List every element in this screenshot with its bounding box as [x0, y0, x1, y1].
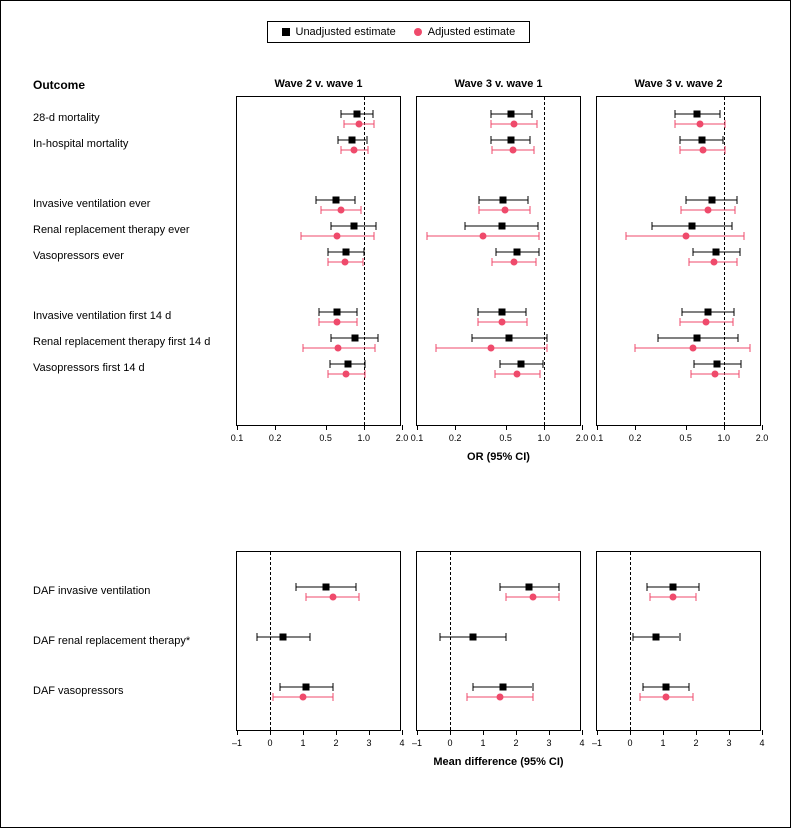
tick-label: 0.2	[269, 433, 282, 443]
row-label: Invasive ventilation ever	[33, 198, 150, 210]
outcome-header: Outcome	[33, 78, 85, 92]
tick-label: 2.0	[396, 433, 409, 443]
tick-label: –1	[232, 738, 242, 748]
tick-label: 1.0	[358, 433, 371, 443]
tick-label: 1.0	[718, 433, 731, 443]
reference-line	[450, 552, 451, 730]
column-header: Wave 3 v. wave 2	[596, 78, 761, 90]
forest-panel: –101234	[596, 551, 761, 731]
tick-label: 0	[267, 738, 272, 748]
forest-panel: 0.10.20.51.02.0	[416, 96, 581, 426]
tick-label: 0.2	[449, 433, 462, 443]
legend-label: Adjusted estimate	[428, 26, 515, 38]
tick-label: 0.1	[231, 433, 244, 443]
legend: Unadjusted estimate Adjusted estimate	[267, 21, 531, 43]
row-label: 28-d mortality	[33, 112, 100, 124]
legend-item-adjusted: Adjusted estimate	[414, 26, 515, 38]
tick-label: 0.5	[499, 433, 512, 443]
axis-title: OR (95% CI)	[416, 451, 581, 463]
row-label: DAF vasopressors	[33, 685, 123, 697]
reference-line	[544, 97, 545, 425]
tick-label: 2	[693, 738, 698, 748]
axis-title: Mean difference (95% CI)	[416, 756, 581, 768]
legend-item-unadjusted: Unadjusted estimate	[282, 26, 396, 38]
tick-label: 1	[300, 738, 305, 748]
column-header: Wave 3 v. wave 1	[416, 78, 581, 90]
forest-panel: –101234	[416, 551, 581, 731]
reference-line	[270, 552, 271, 730]
tick-label: 3	[546, 738, 551, 748]
legend-label: Unadjusted estimate	[296, 26, 396, 38]
row-label: Invasive ventilation first 14 d	[33, 310, 171, 322]
tick-label: 4	[759, 738, 764, 748]
tick-label: 2	[513, 738, 518, 748]
tick-label: 4	[399, 738, 404, 748]
forest-panel: 0.10.20.51.02.0	[596, 96, 761, 426]
row-label: Vasopressors first 14 d	[33, 362, 145, 374]
tick-label: 3	[366, 738, 371, 748]
tick-label: 2.0	[576, 433, 589, 443]
tick-label: 2	[333, 738, 338, 748]
tick-label: 2.0	[756, 433, 769, 443]
row-label: Vasopressors ever	[33, 250, 124, 262]
tick-label: 0.1	[591, 433, 604, 443]
tick-label: 0	[447, 738, 452, 748]
tick-label: –1	[412, 738, 422, 748]
row-label: Renal replacement therapy ever	[33, 224, 190, 236]
row-label: In-hospital mortality	[33, 138, 128, 150]
tick-label: 0.5	[319, 433, 332, 443]
tick-label: 0.2	[629, 433, 642, 443]
tick-label: 3	[726, 738, 731, 748]
forest-panel: –101234	[236, 551, 401, 731]
tick-label: 0	[627, 738, 632, 748]
row-label: DAF invasive ventilation	[33, 585, 150, 597]
reference-line	[630, 552, 631, 730]
tick-label: 1.0	[538, 433, 551, 443]
forest-panel: 0.10.20.51.02.0	[236, 96, 401, 426]
column-header: Wave 2 v. wave 1	[236, 78, 401, 90]
tick-label: 1	[660, 738, 665, 748]
tick-label: 0.5	[679, 433, 692, 443]
tick-label: –1	[592, 738, 602, 748]
tick-label: 1	[480, 738, 485, 748]
tick-label: 4	[579, 738, 584, 748]
row-label: DAF renal replacement therapy*	[33, 635, 190, 647]
forest-plot-figure: Unadjusted estimate Adjusted estimate Outc…	[0, 0, 791, 828]
row-label: Renal replacement therapy first 14 d	[33, 336, 210, 348]
tick-label: 0.1	[411, 433, 424, 443]
